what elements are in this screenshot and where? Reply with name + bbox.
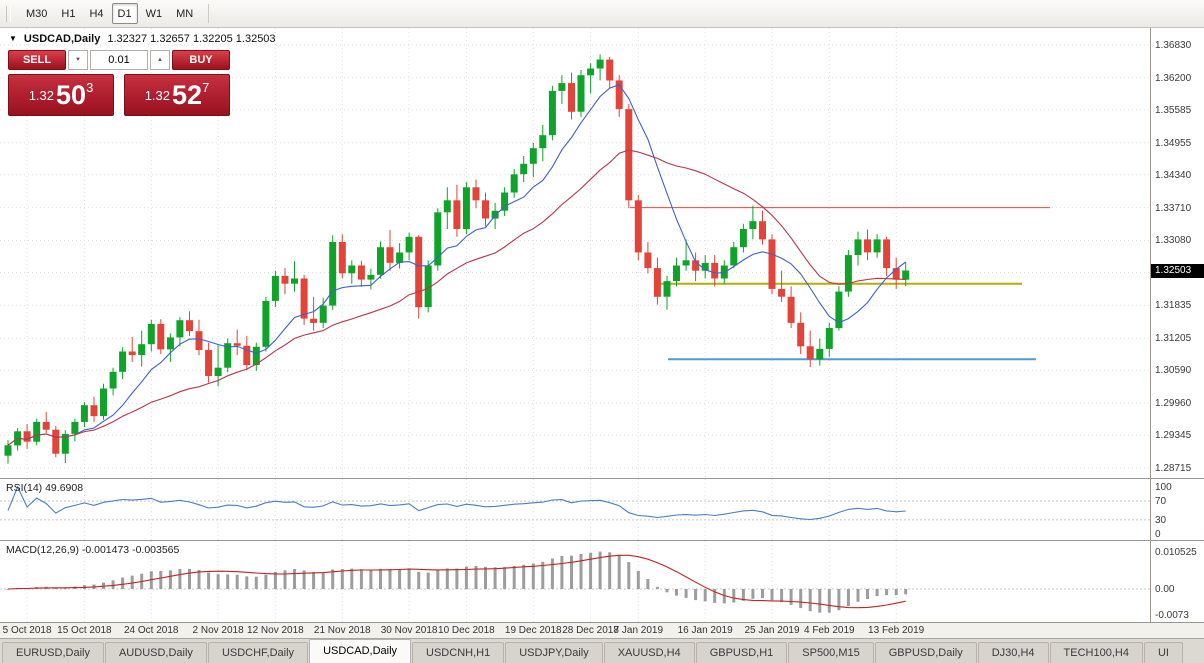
- volume-decrease-button[interactable]: ▼: [68, 50, 88, 70]
- timeframe-h1[interactable]: H1: [55, 3, 81, 24]
- tab-usdcad-daily[interactable]: USDCAD,Daily: [309, 639, 412, 663]
- rsi-label: RSI(14) 49.6908: [6, 482, 84, 494]
- price-axis-label: 1.30590: [1155, 365, 1192, 377]
- price-axis-label: 1.31205: [1155, 333, 1192, 345]
- time-axis-label: 10 Dec 2018: [438, 625, 495, 636]
- macd-label: MACD(12,26,9) -0.001473 -0.003565: [6, 544, 180, 556]
- tab-gbpusd-daily[interactable]: GBPUSD,Daily: [874, 642, 977, 663]
- tab-usdchf-daily[interactable]: USDCHF,Daily: [207, 642, 309, 663]
- time-axis-label: 25 Jan 2019: [744, 625, 800, 636]
- one-click-toggle-icon[interactable]: ▼: [9, 34, 17, 43]
- time-axis[interactable]: 5 Oct 2018 15 Oct 2018 24 Oct 2018 2 Nov 20…: [0, 622, 1204, 638]
- price-axis-label: 1.34955: [1155, 137, 1192, 149]
- time-axis-label: 30 Nov 2018: [380, 625, 438, 636]
- tab-gbpusd-h1[interactable]: GBPUSD,H1: [695, 642, 788, 663]
- timeframe-w1[interactable]: W1: [140, 3, 169, 24]
- chart-ohlc-label: 1.32327 1.32657 1.32205 1.32503: [107, 33, 276, 45]
- toolbar-separator: [208, 4, 210, 23]
- sell-price-base: 1.32: [28, 87, 55, 103]
- macd-axis-label: 0.00: [1155, 584, 1175, 595]
- tab-xauusd-h4[interactable]: XAUUSD,H4: [603, 642, 695, 663]
- buy-button[interactable]: BUY: [172, 50, 230, 70]
- buy-price-button[interactable]: 1.32 52 7: [124, 74, 230, 116]
- tab-dj30-h4[interactable]: DJ30,H4: [977, 642, 1049, 663]
- tab-usdcnh-h1[interactable]: USDCNH,H1: [412, 642, 505, 663]
- timeframe-h4[interactable]: H4: [83, 3, 109, 24]
- price-axis-label: 1.36200: [1155, 72, 1192, 84]
- tab-tech100-h4[interactable]: TECH100,H4: [1049, 642, 1143, 663]
- price-axis-label: 1.35585: [1155, 104, 1192, 116]
- time-axis-label: 16 Jan 2019: [677, 625, 733, 636]
- volume-increase-button[interactable]: ▲: [150, 50, 170, 70]
- tab-ui[interactable]: UI: [1143, 642, 1183, 663]
- volume-input[interactable]: [90, 50, 148, 70]
- price-axis-label: 1.33080: [1155, 235, 1192, 247]
- sell-button[interactable]: SELL: [8, 50, 66, 70]
- time-axis-label: 4 Feb 2019: [803, 625, 855, 636]
- price-axis-label: 1.28715: [1155, 463, 1192, 474]
- timeframe-mn[interactable]: MN: [170, 3, 199, 24]
- trade-panel-controls: SELL ▼ ▲ BUY: [8, 50, 230, 70]
- macd-axis: 0.010525 0.00 -0.0073: [1150, 541, 1204, 622]
- time-axis-label: 21 Nov 2018: [313, 625, 371, 636]
- time-axis-label: 7 Jan 2019: [613, 625, 664, 636]
- time-axis-label: 15 Oct 2018: [57, 625, 112, 636]
- sell-price-button[interactable]: 1.32 50 3: [8, 74, 114, 116]
- tab-sp500-m15[interactable]: SP500,M15: [788, 642, 874, 663]
- main-chart-window: 1.36830 1.36200 1.35585 1.34955 1.34340 1.337…: [0, 28, 1204, 478]
- current-price-badge: 1.32503: [1151, 263, 1204, 278]
- rsi-indicator-window: RSI(14) 49.6908 100 70 30 0: [0, 478, 1204, 540]
- time-axis-label: 13 Feb 2019: [868, 625, 925, 636]
- macd-plot[interactable]: [0, 541, 1150, 622]
- rsi-plot[interactable]: [0, 479, 1150, 540]
- price-axis[interactable]: 1.36830 1.36200 1.35585 1.34955 1.34340 1.337…: [1150, 28, 1204, 478]
- price-axis-label: 1.29345: [1155, 430, 1192, 442]
- macd-axis-label: 0.010525: [1155, 546, 1197, 558]
- rsi-axis-label: 70: [1155, 496, 1167, 508]
- candlestick-plot[interactable]: [0, 28, 1150, 478]
- price-axis-label: 1.29960: [1155, 398, 1192, 410]
- sell-price-sup: 3: [86, 80, 94, 95]
- buy-price-base: 1.32: [144, 87, 171, 103]
- time-axis-label: 24 Oct 2018: [124, 625, 179, 636]
- timeframe-d1[interactable]: D1: [111, 3, 138, 24]
- rsi-axis-label: 30: [1155, 514, 1167, 526]
- macd-axis-label: -0.0073: [1155, 609, 1189, 621]
- sell-price-big: 50: [56, 80, 87, 110]
- rsi-axis-label: 0: [1155, 529, 1161, 540]
- time-axis-label: 5 Oct 2018: [2, 625, 52, 636]
- price-axis-label: 1.33710: [1155, 202, 1192, 214]
- buy-price-sup: 7: [202, 80, 210, 95]
- trade-panel-prices: 1.32 50 3 1.32 52 7: [8, 74, 230, 116]
- time-axis-label: 2 Nov 2018: [192, 625, 244, 636]
- timeframe-toolbar: M30 H1 H4 D1 W1 MN: [0, 0, 1204, 28]
- time-axis-label: 12 Nov 2018: [247, 625, 304, 636]
- timeframe-buttons: M30 H1 H4 D1 W1 MN: [20, 3, 201, 24]
- tab-audusd-daily[interactable]: AUDUSD,Daily: [104, 642, 207, 663]
- price-axis-label: 1.36830: [1155, 40, 1192, 51]
- macd-indicator-window: MACD(12,26,9) -0.001473 -0.003565 0.0105…: [0, 540, 1204, 622]
- time-axis-label: 19 Dec 2018: [504, 625, 562, 636]
- timeframe-m30[interactable]: M30: [20, 3, 53, 24]
- tab-usdjpy-daily[interactable]: USDJPY,Daily: [505, 642, 603, 663]
- price-axis-label: 1.34340: [1155, 169, 1192, 181]
- rsi-axis: 100 70 30 0: [1150, 479, 1204, 540]
- toolbar-grip[interactable]: [6, 5, 11, 22]
- chart-symbol-label: USDCAD,Daily: [23, 33, 101, 45]
- time-axis-label: 28 Dec 2018: [562, 625, 619, 636]
- tab-eurusd-daily[interactable]: EURUSD,Daily: [2, 642, 104, 663]
- chart-title: ▼ USDCAD,Daily 1.32327 1.32657 1.32205 1…: [9, 33, 276, 45]
- rsi-axis-label: 100: [1155, 482, 1172, 493]
- price-axis-label: 1.31835: [1155, 300, 1192, 312]
- chart-tabs-bar: EURUSD,Daily AUDUSD,Daily USDCHF,Daily USDC…: [0, 638, 1204, 663]
- buy-price-big: 52: [172, 80, 203, 110]
